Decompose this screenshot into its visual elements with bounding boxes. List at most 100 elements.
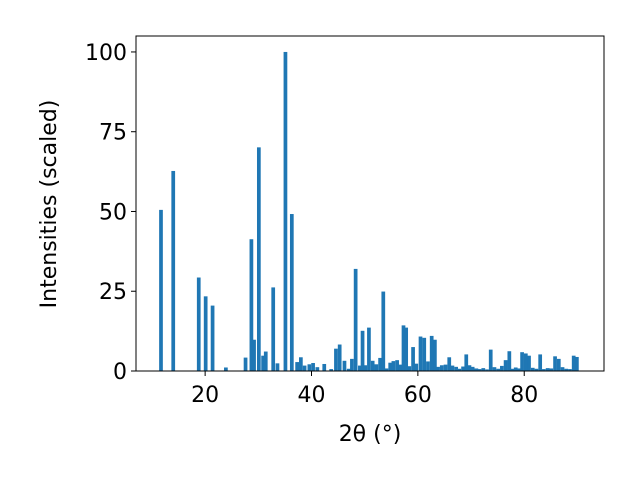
bar [481,368,486,371]
bar [496,368,501,371]
bar [401,325,406,371]
bar [210,305,215,371]
bar [492,367,497,371]
bar [503,360,508,371]
bar [470,366,475,371]
bar [261,355,265,371]
bar [549,368,554,371]
bar [407,366,412,371]
bar [575,356,579,371]
bar [418,336,423,371]
bar [527,355,531,371]
bar [358,365,362,371]
bar [553,356,557,371]
bar [542,369,546,371]
bar [450,365,455,371]
bar [363,365,368,371]
y-tick-label: 75 [99,121,127,146]
bar [378,357,382,371]
bar [302,365,307,371]
bar [346,368,351,371]
bar [398,364,403,371]
bar [530,367,535,371]
bar [545,368,550,371]
bars-group [159,51,579,371]
bar [447,357,452,371]
y-tick-label: 0 [113,360,127,385]
bar [568,369,572,371]
bar [439,365,444,371]
bar [299,357,303,371]
bar [283,51,288,371]
y-axis-ticks: 0 25 50 75 100 [85,41,136,385]
bar [556,358,561,371]
bar [517,368,521,371]
bar [422,337,427,371]
bar [507,351,512,371]
bar [315,367,320,371]
bar [436,366,440,371]
bar [523,353,528,371]
bar [457,368,462,371]
y-tick-label: 50 [99,200,127,225]
bar [289,214,294,371]
bar [429,335,434,371]
bar [388,362,393,371]
bar [367,327,371,371]
bar [433,339,437,371]
bar [474,368,479,371]
bar [263,351,268,371]
x-tick-label: 20 [191,383,219,408]
y-axis-title: Intensities (scaled) [37,100,62,309]
bar [159,209,163,371]
bar [426,361,430,371]
y-tick-label: 25 [99,280,127,305]
bar [513,367,518,371]
bar [404,327,409,371]
bar [329,369,334,371]
bar [520,352,524,371]
bar [571,355,576,371]
bar [342,360,347,371]
plot-frame [135,35,605,372]
bar [224,367,228,371]
bar [560,367,565,371]
x-tick-label: 40 [298,383,326,408]
bar [391,361,396,371]
bar [307,364,312,371]
bar [334,348,338,371]
bar [196,277,201,371]
bar [411,347,415,371]
x-tick-label: 80 [510,383,538,408]
bar [353,268,358,371]
bar [243,357,248,371]
bar [360,330,365,371]
bar [477,369,482,371]
bar [252,339,256,371]
bar [322,363,327,371]
bar [443,364,448,371]
bar [534,368,539,371]
bar [461,366,465,371]
bar [271,287,276,371]
bar [384,368,389,371]
bar [510,368,515,371]
bar [249,239,254,371]
bar [464,354,469,371]
bar [337,344,342,371]
bar [311,363,315,371]
x-axis-title: 2θ (°) [339,422,402,447]
bar [203,296,208,371]
bar [500,365,504,371]
bar [488,349,493,371]
bar [370,360,375,371]
x-axis-ticks: 20 40 60 80 [191,371,538,408]
bar [275,363,280,371]
bar [414,363,419,371]
bar [171,170,176,371]
bar [374,364,379,371]
bar [395,360,399,371]
bar [467,365,472,371]
bar [381,291,386,371]
